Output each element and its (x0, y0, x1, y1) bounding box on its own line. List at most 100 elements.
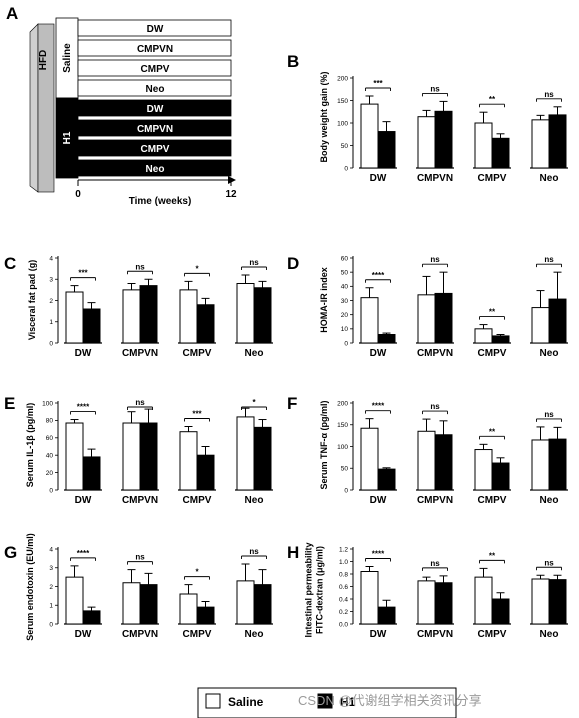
category-label: Neo (540, 495, 559, 506)
significance-label: ns (544, 410, 554, 419)
category-label: CMPVN (417, 629, 453, 640)
bar-h1-dw (82, 456, 101, 491)
saline-row-dw (77, 19, 232, 37)
y-tick-label: 60 (46, 435, 54, 442)
bar-h1-cmpvn (434, 110, 453, 169)
bar-h1-cmpvn (139, 285, 158, 344)
bar-h1-cmpv (491, 462, 510, 491)
legend: Saline H1 (197, 687, 457, 718)
saline-label: Saline (62, 43, 73, 73)
significance-label: ns (544, 255, 554, 264)
y-tick-label: 40 (341, 284, 349, 291)
y-axis-label: Serum TNF-α (pg/ml) (319, 400, 329, 489)
y-tick-label: 1.0 (339, 559, 348, 566)
y-tick-label: 2 (49, 298, 53, 305)
y-tick-label: 50 (341, 466, 349, 473)
bar-h1-cmpvn (139, 422, 158, 491)
significance-label: **** (372, 271, 385, 280)
significance-label: ns (544, 558, 554, 567)
significance-label: ns (135, 398, 145, 407)
panel-label: D (287, 254, 299, 273)
category-label: DW (75, 348, 92, 359)
legend-label-h1: H1 (340, 695, 356, 709)
bar-h1-cmpv (196, 606, 215, 625)
y-tick-label: 0 (49, 340, 53, 347)
y-axis-label: HOMA-IR index (319, 267, 329, 333)
y-tick-label: 10 (341, 326, 349, 333)
significance-label: *** (78, 269, 88, 278)
y-axis-label: Serum endotoxin (EU/ml) (25, 533, 35, 641)
significance-label: ns (430, 402, 440, 411)
category-label: Neo (245, 348, 264, 359)
category-label: Neo (540, 629, 559, 640)
time-start-label: 0 (75, 189, 81, 200)
bar-h1-cmpv (196, 304, 215, 344)
bar-saline-cmpv (179, 593, 198, 625)
significance-label: ** (489, 551, 496, 560)
category-label: Neo (245, 495, 264, 506)
significance-label: ns (544, 90, 554, 99)
time-end-label: 12 (225, 189, 237, 200)
y-tick-label: 1.2 (339, 546, 348, 553)
panel-label: G (4, 543, 17, 562)
bar-h1-cmpv (491, 598, 510, 625)
category-label: CMPVN (417, 173, 453, 184)
significance-label: ns (430, 559, 440, 568)
time-axis-arrow (228, 176, 236, 184)
category-label: DW (370, 173, 387, 184)
h1-row-cmpv (77, 139, 232, 157)
bar-saline-dw (65, 422, 84, 491)
y-tick-label: 80 (46, 418, 54, 425)
bar-saline-neo (531, 119, 550, 169)
significance-label: *** (192, 409, 202, 418)
y-tick-label: 1 (49, 319, 53, 326)
bar-saline-neo (236, 283, 255, 344)
legend-swatch-saline (205, 693, 221, 709)
bar-saline-cmpv (179, 289, 198, 344)
h1-row-neo (77, 159, 232, 177)
bar-saline-cmpv (474, 328, 493, 344)
y-tick-label: 200 (337, 75, 348, 82)
y-tick-label: 4 (49, 255, 53, 262)
chart-c: C Visceral fat pad (g) 0 1 2 3 4 *** DW ns CMPVN * C… (4, 254, 273, 359)
category-label: CMPVN (417, 348, 453, 359)
bar-h1-neo (548, 579, 567, 625)
saline-row-cmpv (77, 59, 232, 77)
bar-h1-dw (377, 334, 396, 344)
significance-label: ns (135, 262, 145, 271)
significance-label: ** (489, 95, 496, 104)
category-label: CMPV (478, 173, 507, 184)
category-label: CMPV (183, 348, 212, 359)
y-axis-label: FITC-dextran (μg/ml) (315, 546, 325, 634)
y-tick-label: 1 (49, 603, 53, 610)
bar-saline-cmpv (474, 449, 493, 491)
panel-label: E (4, 394, 15, 413)
bar-saline-cmpvn (122, 582, 141, 625)
y-axis-label: Body weight gain (%) (319, 71, 329, 162)
y-tick-label: 0 (344, 340, 348, 347)
y-tick-label: 40 (46, 453, 54, 460)
y-tick-label: 200 (337, 400, 348, 407)
significance-label: * (252, 398, 256, 407)
bar-saline-dw (360, 103, 379, 169)
significance-label: **** (77, 403, 90, 412)
significance-label: * (195, 264, 199, 273)
y-tick-label: 3 (49, 277, 53, 284)
y-tick-label: 0.8 (339, 571, 348, 578)
bar-h1-cmpvn (434, 292, 453, 344)
y-tick-label: 0 (49, 621, 53, 628)
bar-h1-cmpvn (434, 582, 453, 625)
h1-row-label: CMPVN (137, 124, 173, 135)
significance-label: ** (489, 427, 496, 436)
bar-saline-dw (360, 427, 379, 491)
panel-a-rows: DW CMPVN CMPV Neo DW CMPVN CMPV Neo (77, 19, 232, 177)
bar-h1-neo (548, 114, 567, 169)
bar-h1-dw (377, 468, 396, 491)
y-tick-label: 0 (49, 487, 53, 494)
bar-h1-dw (82, 610, 101, 625)
panel-a-label: A (6, 4, 18, 23)
legend-swatch-h1 (317, 693, 333, 709)
y-tick-label: 0.4 (339, 596, 348, 603)
y-tick-label: 20 (46, 470, 54, 477)
watermark: CSDN @代谢组学相关资讯分享 (298, 693, 482, 708)
